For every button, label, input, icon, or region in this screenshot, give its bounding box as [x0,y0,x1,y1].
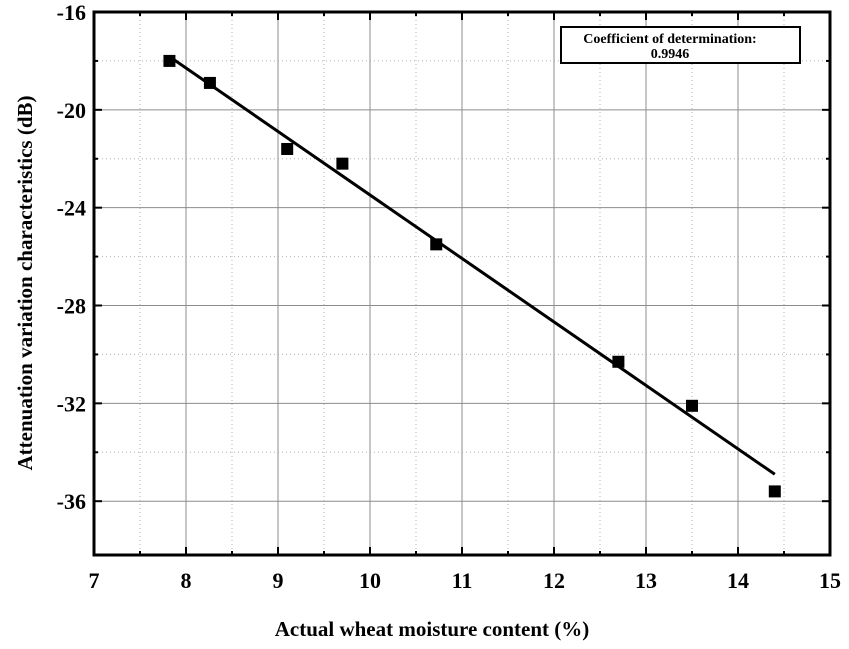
annotation-frame [560,26,801,64]
data-point [336,157,349,170]
y-tick-label: -24 [57,196,86,221]
x-tick-label: 7 [89,568,100,593]
x-tick-label: 15 [819,568,841,593]
axis-ticks: 7 8 9 10 11 12 13 14 15 -16 -20 -24 -28 -32 -36 [57,0,841,593]
annotation-line-1: Coefficient of determination: [583,32,756,47]
y-tick-label: -16 [57,0,86,25]
data-point [163,54,176,67]
grid [94,12,830,555]
data-points [163,54,781,498]
y-tick-label: -20 [57,98,86,123]
x-tick-label: 14 [727,568,749,593]
x-tick-label: 12 [543,568,565,593]
data-point [430,238,443,251]
x-tick-label: 8 [181,568,192,593]
fit-line-group [171,57,776,476]
y-tick-label: -28 [57,294,86,319]
annotation-line-2: 0.9946 [651,47,690,62]
x-tick-label: 11 [452,568,473,593]
fit-line [171,57,776,476]
x-axis-title: Actual wheat moisture content (%) [275,617,590,641]
data-point [768,485,781,498]
y-tick-label: -32 [57,391,86,416]
data-point [686,399,698,412]
x-tick-label: 13 [635,568,657,593]
x-tick-label: 10 [359,568,381,593]
annotation-box: Coefficient of determination: 0.9946 [560,26,801,64]
data-point [203,76,216,89]
x-tick-label: 9 [273,568,284,593]
data-point [281,142,294,155]
data-point [612,355,625,368]
y-tick-label: -36 [57,489,86,514]
y-axis-title: Attenuation variation characteristics (d… [13,95,37,470]
